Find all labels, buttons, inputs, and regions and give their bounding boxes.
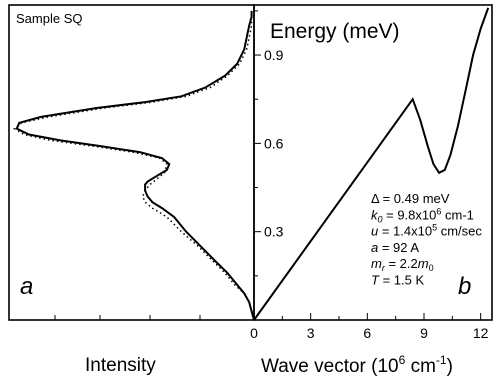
y-tick-label: 0.9 — [264, 47, 284, 63]
parameter-line: Δ = 0.49 meV — [371, 191, 450, 206]
left-bottom-ticks — [54, 315, 201, 320]
parameter-line: k0 = 9.8x106 cm-1 — [371, 206, 474, 224]
left-panel-frame — [8, 4, 255, 321]
x-tick-label: 6 — [363, 325, 371, 341]
x-tick-label: 12 — [473, 325, 489, 341]
intensity-dotted-line — [13, 16, 255, 321]
dispersion-curve — [253, 7, 490, 321]
panel-letter-a: a — [20, 273, 33, 300]
sample-label: Sample SQ — [16, 11, 82, 26]
y-tick-label: 0.3 — [264, 224, 284, 240]
x-tick-label: 0 — [250, 325, 258, 341]
parameter-line: T = 1.5 K — [371, 273, 424, 288]
x-tick-label: 3 — [307, 325, 315, 341]
y-tick-label: 0.6 — [264, 135, 284, 151]
left-xlabel: Intensity — [85, 355, 156, 376]
right-x-ticks: 0 3 6 9 12 — [250, 313, 489, 341]
right-xlabel: Wave vector (106 cm-1) — [261, 353, 453, 377]
right-y-ticks: 0.3 0.6 0.9 — [254, 10, 284, 277]
parameter-line: mr = 2.2m0 — [371, 256, 434, 273]
intensity-solid-line — [15, 10, 255, 321]
parameter-line: u = 1.4x105 cm/sec — [371, 223, 482, 239]
x-tick-label: 9 — [420, 325, 428, 341]
energy-title: Energy (meV) — [270, 20, 400, 43]
panel-letter-b: b — [458, 273, 471, 300]
parameter-line: a = 92 A — [371, 240, 419, 255]
right-panel-frame — [253, 4, 493, 321]
